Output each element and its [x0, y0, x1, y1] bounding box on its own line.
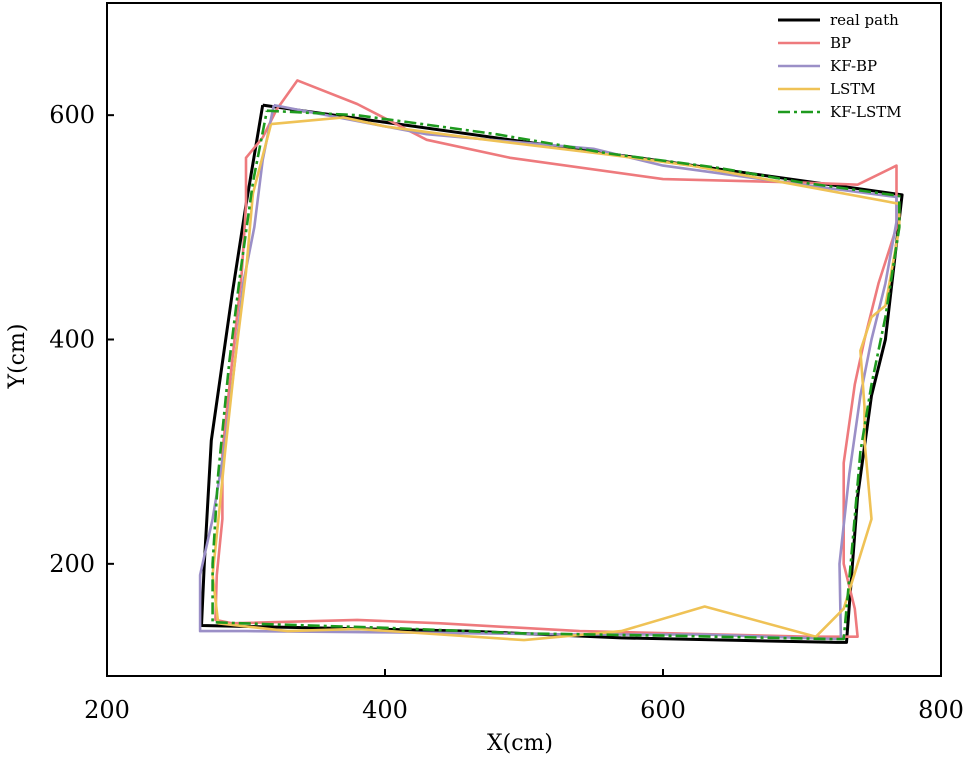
legend-entry-kf-bp: KF-BP	[778, 57, 877, 75]
series-line-bp	[214, 79, 898, 639]
y-axis-label: Y(cm)	[5, 324, 30, 390]
y-tick-label: 400	[49, 326, 95, 354]
x-tick-label: 400	[362, 696, 408, 724]
legend-entry-lstm: LSTM	[778, 80, 876, 98]
axis-layer: 200 400 600 800 200 400 600	[49, 101, 964, 724]
legend-label: BP	[830, 34, 851, 52]
legend-entry-real-path: real path	[778, 11, 899, 29]
legend-label: real path	[830, 11, 899, 29]
x-tick-label: 800	[918, 696, 964, 724]
y-tick-label: 200	[49, 550, 95, 578]
legend: real path BP KF-BP LSTM KF-LSTM	[778, 11, 902, 121]
series-line-lstm	[211, 116, 901, 642]
legend-label: KF-LSTM	[830, 103, 902, 121]
legend-entry-bp: BP	[778, 34, 851, 52]
data-layer	[198, 79, 904, 644]
x-tick-label: 200	[84, 696, 130, 724]
x-tick-label: 600	[640, 696, 686, 724]
legend-label: KF-BP	[830, 57, 877, 75]
series-line-real-path	[200, 103, 904, 644]
y-tick-label: 600	[49, 101, 95, 129]
series-line-kf-lstm	[211, 109, 901, 641]
legend-label: LSTM	[830, 80, 876, 98]
plot-area-frame	[106, 2, 942, 677]
x-axis-label: X(cm)	[487, 731, 553, 756]
legend-entry-kf-lstm: KF-LSTM	[778, 103, 902, 121]
